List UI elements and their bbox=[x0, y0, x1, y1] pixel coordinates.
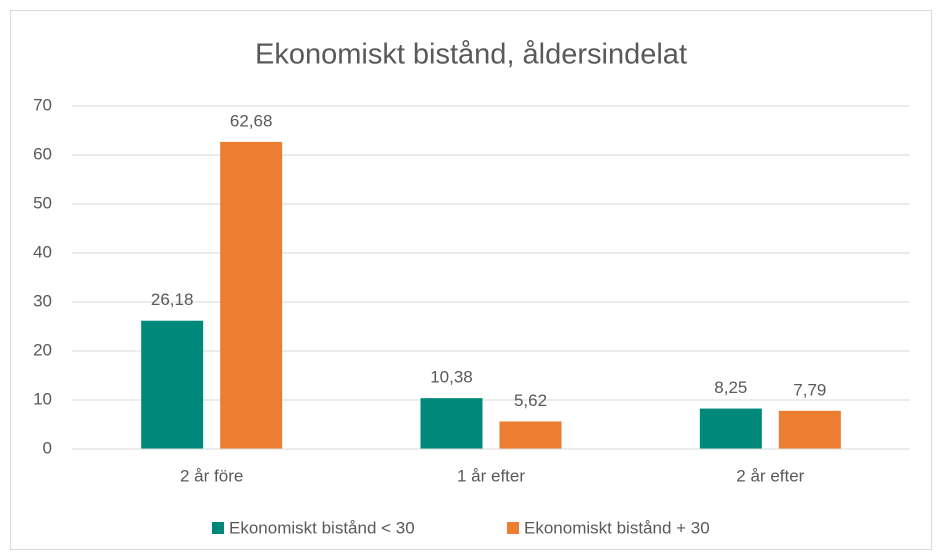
bar bbox=[420, 398, 483, 449]
bar bbox=[699, 408, 762, 449]
x-tick-label: 2 år före bbox=[180, 466, 243, 485]
y-tick-label: 50 bbox=[33, 193, 52, 212]
value-label: 7,79 bbox=[793, 380, 826, 399]
legend-label: Ekonomiskt bistånd < 30 bbox=[229, 518, 415, 537]
legend-swatch bbox=[212, 522, 224, 534]
y-tick-label: 40 bbox=[33, 242, 52, 261]
legend-label: Ekonomiskt bistånd + 30 bbox=[524, 518, 710, 537]
value-label: 10,38 bbox=[430, 368, 473, 387]
bar bbox=[499, 421, 562, 449]
bar bbox=[141, 320, 204, 449]
bar bbox=[220, 141, 283, 450]
chart-title: Ekonomiskt bistånd, åldersindelat bbox=[255, 39, 687, 71]
chart-border bbox=[10, 10, 932, 550]
y-tick-label: 60 bbox=[33, 144, 52, 163]
y-tick-label: 0 bbox=[43, 438, 52, 457]
value-label: 62,68 bbox=[230, 111, 273, 130]
y-tick-label: 70 bbox=[33, 95, 52, 114]
x-tick-label: 1 år efter bbox=[457, 466, 525, 485]
x-tick-label: 2 år efter bbox=[736, 466, 804, 485]
legend-swatch bbox=[507, 522, 519, 534]
value-label: 5,62 bbox=[514, 391, 547, 410]
y-tick-label: 10 bbox=[33, 389, 52, 408]
y-tick-label: 30 bbox=[33, 291, 52, 310]
bar bbox=[778, 410, 841, 449]
value-label: 8,25 bbox=[714, 378, 747, 397]
y-tick-label: 20 bbox=[33, 340, 52, 359]
value-label: 26,18 bbox=[151, 290, 194, 309]
